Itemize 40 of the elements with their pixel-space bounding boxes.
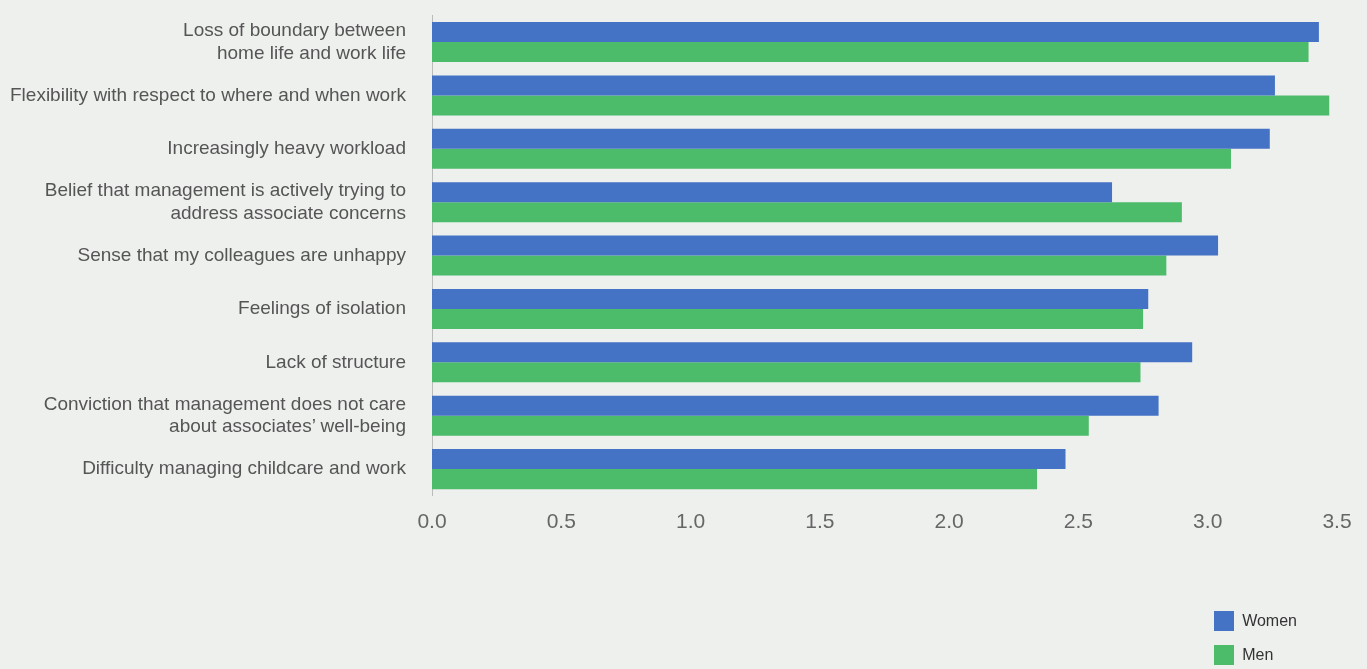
x-tick-label: 3.0 (1193, 509, 1223, 533)
category-label: home life and work life (216, 41, 406, 63)
x-tick-label: 3.5 (1322, 509, 1352, 533)
bar (432, 202, 1182, 223)
y-tick-label: Feelings of isolation (238, 297, 406, 319)
bar (432, 148, 1231, 169)
bar (432, 362, 1141, 383)
y-tick-label: Flexibility with respect to where and when work (9, 83, 407, 105)
bar (432, 395, 1159, 416)
category-label: Belief that management is actively trying to (44, 179, 406, 201)
bar (432, 449, 1066, 470)
bar (432, 95, 1330, 116)
bar (432, 255, 1167, 276)
x-tick-label: 2.5 (1063, 509, 1094, 533)
x-tick-label: 1.0 (675, 509, 706, 533)
y-tick-label: Lack of structure (265, 350, 406, 372)
legend-label: Men (1242, 646, 1274, 664)
y-tick-label: Sense that my colleagues are unhappy (77, 243, 407, 265)
bar (432, 182, 1113, 203)
legend-label: Women (1242, 612, 1297, 630)
category-label: Loss of boundary between (183, 18, 406, 40)
y-tick-label: Increasingly heavy workload (167, 137, 406, 159)
category-label: address associate concerns (170, 201, 406, 223)
x-tick-label: 2.0 (934, 509, 964, 533)
bar (432, 75, 1275, 96)
bar (432, 235, 1219, 256)
bar (432, 22, 1319, 43)
category-label: Conviction that management does not care (43, 392, 406, 414)
bar (432, 288, 1149, 309)
category-label: about associates’ well-being (169, 415, 406, 437)
x-tick-label: 1.5 (805, 509, 835, 533)
bar (432, 42, 1309, 63)
bar (432, 128, 1270, 149)
bar (432, 415, 1089, 436)
bar (432, 469, 1038, 490)
x-tick-label: 0.0 (417, 509, 447, 533)
y-tick-label: Difficulty managing childcare and work (82, 457, 407, 479)
bar (432, 308, 1144, 329)
x-tick-label: 0.5 (546, 509, 576, 533)
bar (432, 342, 1193, 363)
